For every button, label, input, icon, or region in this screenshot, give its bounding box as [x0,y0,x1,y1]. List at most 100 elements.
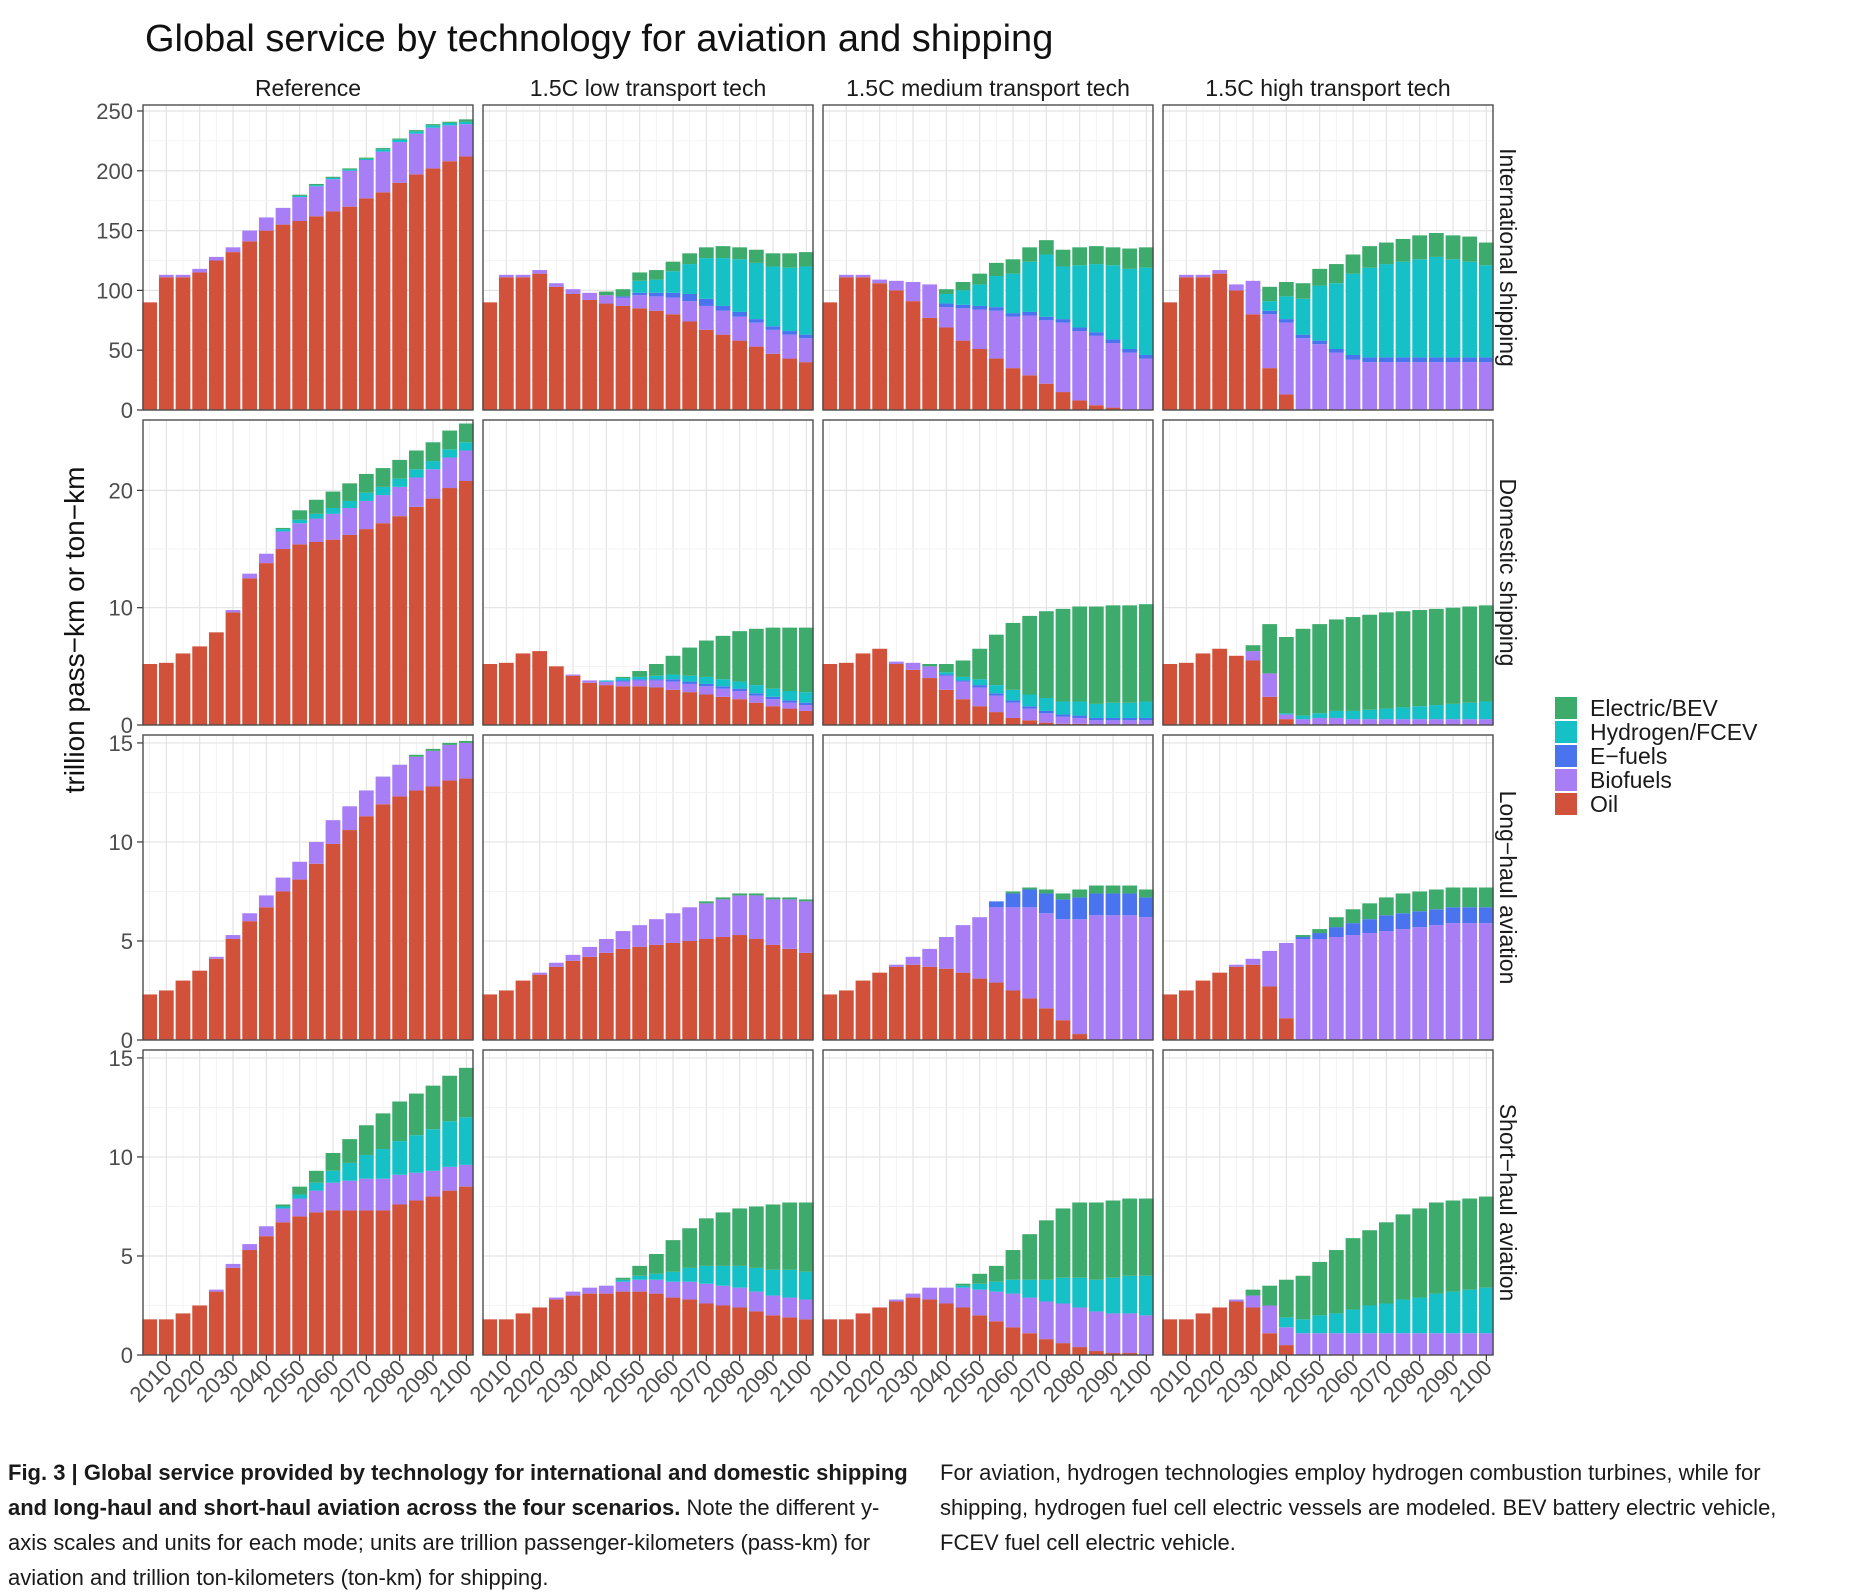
bar-segment [342,483,358,501]
bar-segment [615,1277,631,1280]
bar-segment [798,266,814,335]
bar-segment [442,1121,458,1167]
bar-segment [442,780,458,1040]
bar-segment [1122,248,1138,269]
bar-segment [308,863,324,1040]
bar-segment [648,310,664,410]
bar-segment [292,1216,308,1355]
bar-segment [1378,915,1394,932]
bar-segment [1362,919,1378,934]
bar-segment [1245,660,1261,725]
bar-segment [258,1236,274,1355]
bar-segment [192,268,208,273]
bar-segment [208,260,224,410]
bar-segment [632,308,648,410]
bar-segment [565,1291,581,1296]
bar-segment [192,646,208,725]
bar-segment [1362,614,1378,710]
bar-segment [532,974,548,1040]
bar-segment [442,125,458,162]
bar-segment [175,277,191,410]
bar-segment [782,702,798,709]
bar-segment [275,549,291,725]
bar-segment [888,280,904,291]
bar-segment [972,349,988,410]
bar-segment [392,139,408,143]
bar-segment [1038,1220,1054,1280]
bar-segment [308,1170,324,1183]
bar-segment [375,148,391,150]
bar-segment [425,168,441,410]
bar-segment [938,293,954,304]
bar-segment [955,660,971,677]
bar-segment [1278,394,1294,410]
bar-segment [1428,1202,1444,1294]
bar-segment [1122,702,1138,718]
bar-segment [1228,290,1244,410]
bar-segment [1412,259,1428,358]
bar-segment [1395,1214,1411,1300]
bar-segment [408,790,424,1040]
bar-segment [498,990,514,1040]
bar-segment [872,648,888,725]
bar-segment [732,340,748,410]
bar-segment [1055,266,1071,320]
bar-segment [1345,359,1361,410]
bar-segment [988,276,1004,308]
bar-segment [192,970,208,1040]
bar-segment [798,1271,814,1300]
bar-segment [458,156,474,410]
bar-segment [548,666,564,725]
bar-segment [1105,605,1121,703]
bar-segment [938,674,954,676]
bar-segment [1328,710,1344,718]
bar-segment [1345,909,1361,924]
bar-segment [972,685,988,688]
bar-segment [498,662,514,725]
bar-segment [1312,933,1328,939]
bar-segment [1395,1333,1411,1355]
bar-segment [955,290,971,305]
bar-segment [1412,1297,1428,1334]
bar-segment [442,744,458,781]
bar-segment [342,1162,358,1181]
bar-segment [482,994,498,1040]
bar-segment [822,302,838,410]
bar-segment [1362,267,1378,358]
bar-segment [1245,1289,1261,1296]
bar-segment [275,531,291,550]
bar-segment [325,820,341,844]
bar-segment [1328,352,1344,410]
bar-segment [1295,1319,1311,1334]
bar-segment [905,964,921,1040]
bar-segment [1445,907,1461,924]
bar-segment [1328,283,1344,349]
bar-segment [938,664,954,673]
bar-segment [258,895,274,908]
bar-segment [225,935,241,939]
bar-segment [615,948,631,1040]
bar-segment [1378,1222,1394,1304]
bar-segment [988,262,1004,277]
bar-segment [972,305,988,310]
panel-border [482,419,814,726]
bar-segment [1162,994,1178,1040]
bar-segment [1245,958,1261,965]
panel-border [1162,734,1494,1041]
bar-segment [1105,265,1121,340]
bar-segment [1138,917,1154,1040]
bar-segment [498,277,514,410]
bar-segment [392,478,408,487]
bar-segment [1395,357,1411,363]
bar-segment [258,553,274,564]
bar-segment [822,994,838,1040]
bar-segment [1428,256,1444,358]
bar-segment [342,206,358,410]
bar-segment [292,519,308,524]
bar-segment [972,1283,988,1290]
bar-segment [1278,719,1294,725]
bar-segment [665,271,681,293]
bar-segment [1462,719,1478,725]
bar-segment [1262,696,1278,725]
bar-segment [242,578,258,725]
